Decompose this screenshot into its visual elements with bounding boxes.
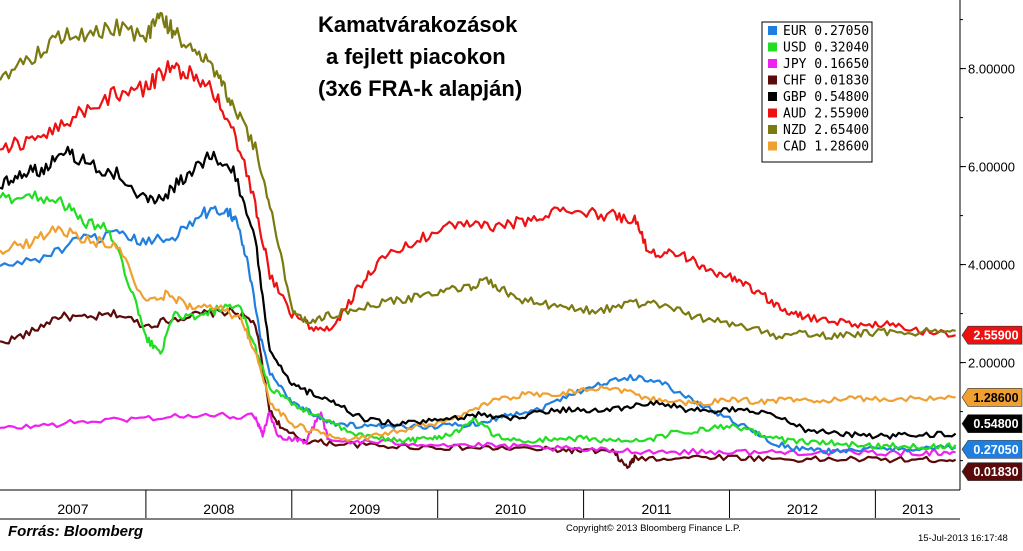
legend-swatch: [768, 141, 777, 151]
legend-item-eur: EUR 0.27050: [768, 24, 869, 39]
legend-swatch: [768, 75, 777, 85]
x-tick-label: 2007: [57, 501, 88, 517]
series-line-aud: [0, 60, 956, 338]
legend-label: EUR 0.27050: [783, 24, 869, 39]
legend-swatch: [768, 125, 777, 134]
timestamp: 15-Jul-2013 16:17:48: [918, 533, 1008, 544]
last-value-label-aud: 2.55900: [961, 325, 1023, 345]
legend-item-gbp: GBP 0.54800: [768, 90, 869, 105]
last-value-label-eur: 0.27050: [961, 440, 1023, 459]
y-tick-label: 8.00000: [968, 62, 1015, 77]
y-tick-label: 2.00000: [968, 356, 1015, 371]
last-value-label-cad: 1.28600: [961, 388, 1023, 407]
series-line-nzd: [0, 11, 956, 341]
x-tick-label: 2009: [349, 501, 380, 517]
legend-swatch: [768, 42, 777, 52]
last-value-text: 0.27050: [973, 443, 1018, 457]
legend-item-aud: AUD 2.55900: [768, 107, 869, 122]
last-value-flag: [961, 440, 1023, 459]
legend-swatch: [768, 92, 777, 101]
x-tick-label: 2013: [902, 501, 933, 517]
series-line-gbp: [0, 145, 957, 440]
x-tick-label: 2012: [787, 501, 818, 517]
source-note: Forrás: Bloomberg: [8, 523, 143, 540]
legend-item-usd: USD 0.32040: [768, 41, 869, 56]
x-axis-labels: 2007 2008 2009 2010 2011 2012 2013: [57, 501, 933, 517]
last-value-flag: [961, 414, 1023, 433]
y-tick-label: 6.00000: [968, 160, 1015, 175]
series-line-jpy: [0, 411, 956, 457]
legend-label: AUD 2.55900: [783, 107, 869, 122]
x-tick-label: 2011: [641, 501, 671, 517]
legend-item-nzd: NZD 2.65400: [768, 123, 869, 138]
chart-title: Kamatvárakozások a fejlett piacokon (3x6…: [318, 12, 522, 101]
last-value-flag: [961, 325, 1023, 345]
legend-label: JPY 0.16650: [783, 57, 869, 72]
x-axis-ticks: [145, 490, 876, 518]
last-value-text: 0.54800: [973, 417, 1018, 431]
x-tick-label: 2008: [203, 501, 234, 517]
y-tick-label: 4.00000: [968, 258, 1015, 273]
series-lines: [0, 11, 957, 470]
legend-label: NZD 2.65400: [783, 123, 869, 138]
title-line-3: (3x6 FRA-k alapján): [318, 76, 522, 101]
last-value-text: 0.01830: [973, 465, 1018, 479]
series-line-eur: [0, 205, 957, 455]
legend-box: [761, 21, 873, 163]
legend-item-chf: CHF 0.01830: [768, 74, 869, 89]
last-value-text: 1.28600: [973, 391, 1018, 405]
legend-label: USD 0.32040: [783, 41, 869, 56]
copyright-note: Copyright© 2013 Bloomberg Finance L.P.: [566, 523, 741, 534]
last-value-flag: [961, 462, 1023, 481]
last-value-labels: 2.55900 1.28600 0.54800 0.27050 0.01830: [961, 325, 1023, 481]
legend-item-jpy: JPY 0.16650: [768, 57, 869, 72]
title-line-1: Kamatvárakozások: [318, 12, 518, 37]
legend-item-cad: CAD 1.28600: [768, 140, 869, 155]
legend-swatch: [768, 26, 777, 35]
last-value-label-gbp: 0.54800: [961, 414, 1023, 433]
title-line-2: a fejlett piacokon: [326, 44, 506, 69]
legend-swatch: [768, 59, 777, 68]
last-value-flag: [961, 388, 1023, 407]
legend-label: CAD 1.28600: [783, 140, 869, 155]
legend-swatch: [768, 108, 777, 118]
series-line-usd: [0, 190, 957, 451]
last-value-text: 2.55900: [973, 329, 1018, 343]
last-value-label-chf: 0.01830: [961, 462, 1023, 481]
series-line-cad: [0, 225, 956, 442]
x-tick-label: 2010: [495, 501, 526, 517]
legend-label: CHF 0.01830: [783, 74, 869, 89]
y-axis: 2.00000 4.00000 6.00000 8.00000: [960, 19, 1015, 462]
legend-label: GBP 0.54800: [783, 90, 869, 105]
